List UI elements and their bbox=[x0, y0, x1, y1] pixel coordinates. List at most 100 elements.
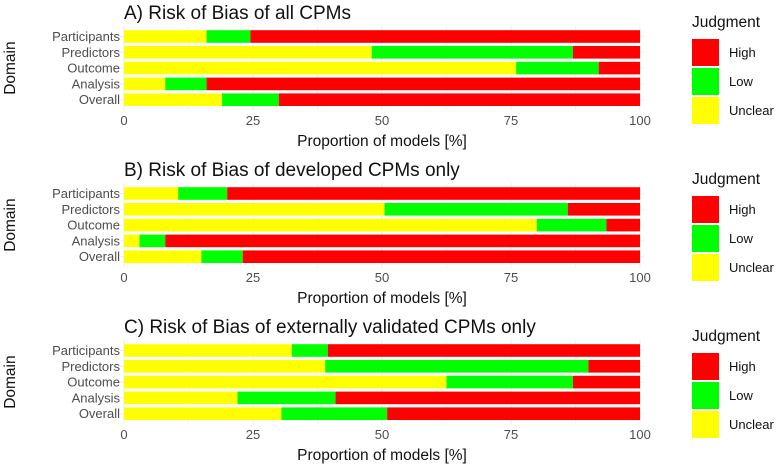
bar-low-analysis bbox=[165, 77, 207, 91]
bar-unclear-outcome bbox=[124, 218, 537, 232]
bar-unclear-outcome bbox=[124, 375, 447, 389]
legend-title: Judgment bbox=[692, 14, 761, 31]
bar-high-overall bbox=[242, 250, 640, 263]
bar-high-participants bbox=[327, 344, 640, 357]
legend-swatch-low bbox=[692, 382, 719, 409]
legend-label: High bbox=[729, 202, 756, 217]
x-tick-label: 75 bbox=[504, 427, 518, 442]
bar-low-outcome bbox=[446, 375, 573, 389]
y-tick-label: Outcome bbox=[67, 61, 120, 76]
legend-label: Low bbox=[729, 74, 753, 89]
x-tick-label: 0 bbox=[120, 427, 127, 442]
bar-low-overall bbox=[281, 407, 388, 420]
y-tick-label: Predictors bbox=[61, 359, 120, 374]
bar-high-participants bbox=[227, 187, 640, 200]
x-tick-label: 100 bbox=[629, 113, 651, 128]
bar-low-overall bbox=[222, 93, 279, 106]
x-tick-label: 25 bbox=[246, 427, 260, 442]
chart-title: B) Risk of Bias of developed CPMs only bbox=[124, 160, 460, 181]
x-axis-label: Proportion of models [%] bbox=[297, 290, 467, 307]
bar-low-participants bbox=[291, 344, 328, 357]
y-tick-label: Overall bbox=[79, 92, 120, 107]
bar-high-predictors bbox=[567, 203, 640, 216]
legend-label: Low bbox=[729, 388, 753, 403]
x-tick-label: 0 bbox=[120, 113, 127, 128]
legend-label: Unclear bbox=[729, 103, 774, 118]
chart-title: C) Risk of Bias of externally validated … bbox=[124, 317, 536, 338]
bar-unclear-analysis bbox=[124, 234, 140, 248]
x-tick-label: 25 bbox=[246, 270, 260, 285]
legend-swatch-high bbox=[692, 39, 719, 66]
chart-panel-c: C) Risk of Bias of externally validated … bbox=[2, 317, 774, 464]
bar-low-predictors bbox=[325, 360, 589, 373]
bar-high-outcome bbox=[572, 375, 640, 389]
x-tick-label: 75 bbox=[504, 270, 518, 285]
bar-low-participants bbox=[178, 187, 228, 200]
legend-swatch-high bbox=[692, 196, 719, 223]
x-axis-label: Proportion of models [%] bbox=[297, 133, 467, 150]
y-tick-label: Analysis bbox=[72, 233, 121, 248]
bar-high-predictors bbox=[572, 46, 640, 59]
legend-title: Judgment bbox=[692, 328, 761, 345]
legend: Judgment High Low Unclear bbox=[692, 171, 774, 281]
bar-unclear-participants bbox=[124, 187, 179, 200]
bar-low-overall bbox=[201, 250, 243, 263]
legend-swatch-unclear bbox=[692, 411, 719, 438]
bar-low-outcome bbox=[516, 61, 599, 75]
bar-unclear-predictors bbox=[124, 203, 385, 216]
x-tick-label: 50 bbox=[375, 270, 389, 285]
y-tick-label: Analysis bbox=[72, 390, 121, 405]
legend-label: High bbox=[729, 45, 756, 60]
bar-unclear-participants bbox=[124, 344, 292, 357]
legend-swatch-low bbox=[692, 225, 719, 252]
legend-label: Unclear bbox=[729, 260, 774, 275]
legend-label: High bbox=[729, 359, 756, 374]
legend-label: Unclear bbox=[729, 417, 774, 432]
bar-low-outcome bbox=[536, 218, 607, 232]
y-tick-label: Outcome bbox=[67, 375, 120, 390]
legend-label: Low bbox=[729, 231, 753, 246]
bar-high-predictors bbox=[588, 360, 640, 373]
y-tick-label: Outcome bbox=[67, 218, 120, 233]
bar-low-predictors bbox=[371, 46, 573, 59]
y-tick-label: Overall bbox=[79, 406, 120, 421]
y-tick-label: Predictors bbox=[61, 45, 120, 60]
bar-high-analysis bbox=[206, 77, 640, 91]
legend: Judgment High Low Unclear bbox=[692, 14, 774, 124]
x-tick-label: 100 bbox=[629, 270, 651, 285]
y-axis-label: Domain bbox=[2, 198, 19, 251]
bar-high-outcome bbox=[598, 61, 640, 75]
bar-high-outcome bbox=[606, 218, 640, 232]
legend: Judgment High Low Unclear bbox=[692, 328, 774, 438]
y-tick-label: Analysis bbox=[72, 76, 121, 91]
bar-high-analysis bbox=[335, 391, 640, 405]
bar-unclear-analysis bbox=[124, 391, 238, 405]
bar-unclear-outcome bbox=[124, 61, 517, 75]
bar-low-participants bbox=[206, 30, 251, 43]
bar-low-predictors bbox=[384, 203, 568, 216]
y-tick-label: Overall bbox=[79, 249, 120, 264]
y-axis-label: Domain bbox=[2, 355, 19, 408]
y-tick-label: Participants bbox=[52, 29, 120, 44]
bar-unclear-predictors bbox=[124, 46, 372, 59]
bar-unclear-participants bbox=[124, 30, 207, 43]
legend-swatch-unclear bbox=[692, 97, 719, 124]
y-axis-label: Domain bbox=[2, 41, 19, 94]
bar-unclear-overall bbox=[124, 93, 223, 106]
legend-swatch-unclear bbox=[692, 254, 719, 281]
x-tick-label: 50 bbox=[375, 113, 389, 128]
bar-unclear-predictors bbox=[124, 360, 326, 373]
y-tick-label: Predictors bbox=[61, 202, 120, 217]
bar-unclear-analysis bbox=[124, 77, 166, 91]
chart-panel-a: A) Risk of Bias of all CPMsParticipantsP… bbox=[2, 3, 774, 150]
bar-low-analysis bbox=[139, 234, 166, 248]
x-tick-label: 50 bbox=[375, 427, 389, 442]
bar-high-analysis bbox=[165, 234, 640, 248]
x-tick-label: 100 bbox=[629, 427, 651, 442]
bar-unclear-overall bbox=[124, 407, 282, 420]
chart-panel-b: B) Risk of Bias of developed CPMs only Pa… bbox=[2, 160, 774, 307]
bar-high-participants bbox=[250, 30, 641, 43]
chart-title: A) Risk of Bias of all CPMs bbox=[124, 3, 351, 24]
x-tick-label: 25 bbox=[246, 113, 260, 128]
